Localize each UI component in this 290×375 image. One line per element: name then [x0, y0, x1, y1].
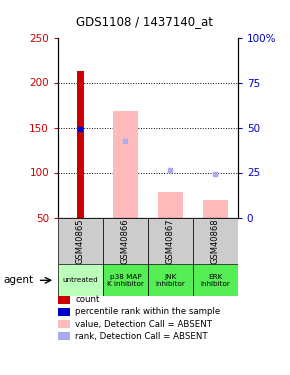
Bar [77, 71, 84, 217]
Text: GDS1108 / 1437140_at: GDS1108 / 1437140_at [77, 15, 213, 28]
Text: GSM40868: GSM40868 [211, 218, 220, 264]
Bar [193, 264, 238, 296]
Bar [103, 217, 148, 264]
Bar [193, 217, 238, 264]
Text: agent: agent [3, 275, 33, 285]
Text: count: count [75, 296, 100, 304]
Text: GSM40866: GSM40866 [121, 218, 130, 264]
Bar [148, 217, 193, 264]
Bar [113, 111, 138, 218]
Bar [58, 217, 103, 264]
Text: value, Detection Call = ABSENT: value, Detection Call = ABSENT [75, 320, 212, 328]
Text: ERK
inhibitor: ERK inhibitor [200, 274, 230, 287]
Text: untreated: untreated [63, 278, 98, 284]
Text: rank, Detection Call = ABSENT: rank, Detection Call = ABSENT [75, 332, 208, 340]
Text: GSM40867: GSM40867 [166, 218, 175, 264]
Text: GSM40865: GSM40865 [76, 218, 85, 264]
Text: p38 MAP
K inhibitor: p38 MAP K inhibitor [107, 274, 144, 287]
Bar [203, 200, 228, 217]
Bar [103, 264, 148, 296]
Bar [58, 264, 103, 296]
Text: JNK
inhibitor: JNK inhibitor [155, 274, 185, 287]
Bar [158, 192, 183, 217]
Bar [148, 264, 193, 296]
Text: percentile rank within the sample: percentile rank within the sample [75, 308, 221, 316]
